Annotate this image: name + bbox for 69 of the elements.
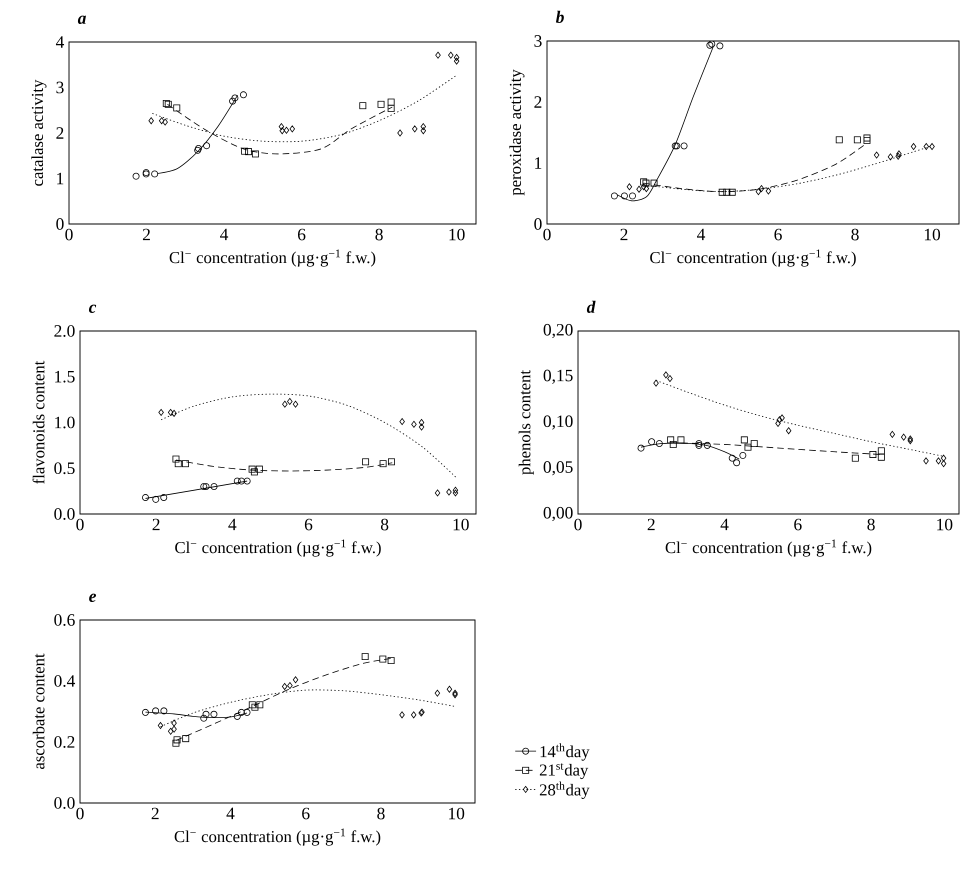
x-tick-label: 4 — [697, 228, 706, 240]
y-tick-label: 0,20 — [544, 324, 573, 338]
x-axis-title: Cl$^{−}$ concentration (µg·g$^{−1}$ f.w.) — [666, 540, 872, 557]
x-tick-label: 8 — [380, 518, 388, 530]
y-tick-label: 2 — [56, 127, 64, 139]
y-tick-label: 1.0 — [55, 416, 75, 428]
x-tick-label: 10 — [449, 808, 464, 820]
x-tick-label: 8 — [867, 518, 875, 530]
x-tick-label: 2 — [152, 518, 160, 530]
y-tick-label: 3 — [56, 82, 64, 94]
y-tick-label: 1.5 — [55, 370, 75, 383]
y-axis-title: phenols content — [518, 370, 534, 475]
y-tick-label: 1 — [57, 172, 64, 184]
x-tick-label: 8 — [851, 228, 859, 240]
x-tick-label: 8 — [375, 228, 383, 240]
y-axis-title: catalase activity — [31, 80, 46, 186]
x-tick-label: 2 — [648, 518, 655, 530]
x-tick-label: 6 — [794, 518, 802, 530]
x-tick-label: 10 — [924, 228, 940, 240]
x-tick-label: 10 — [449, 228, 465, 240]
legend-label: 14$^{th}$day — [540, 743, 590, 761]
x-tick-label: 4 — [226, 808, 235, 820]
y-tick-label: 0 — [534, 218, 542, 230]
x-tick-label: 4 — [720, 518, 729, 530]
y-tick-label: 0.6 — [54, 614, 75, 626]
y-tick-label: 0,10 — [544, 415, 573, 430]
x-tick-label: 0 — [574, 518, 582, 530]
y-tick-label: 0.4 — [54, 675, 76, 687]
x-tick-label: 2 — [620, 228, 628, 240]
y-axis-title: ascorbate content — [32, 653, 44, 769]
y-tick-label: 0,15 — [544, 370, 573, 384]
x-tick-label: 2 — [152, 808, 159, 820]
y-tick-label: 2 — [534, 96, 542, 108]
x-axis-title: Cl$^{−}$ concentration (µg·g$^{−1}$ f.w.) — [174, 828, 380, 846]
x-tick-label: 4 — [228, 518, 236, 530]
legend-label: 21$^{st}$day — [540, 763, 588, 780]
y-tick-label: 1 — [535, 157, 542, 169]
y-tick-label: 4 — [56, 36, 64, 48]
chart-title: b — [556, 10, 564, 23]
x-tick-label: 2 — [142, 228, 150, 240]
x-axis-title: Cl$^{−}$ concentration (µg·g$^{−1}$ f.w.) — [650, 250, 856, 267]
chart-title: d — [586, 300, 596, 313]
x-tick-label: 6 — [304, 518, 312, 530]
y-axis-title: flavonoids content — [32, 360, 44, 484]
y-tick-label: 2.0 — [54, 325, 75, 337]
x-tick-label: 0 — [76, 808, 84, 820]
y-tick-label: 3 — [534, 35, 542, 47]
x-tick-label: 8 — [377, 808, 385, 820]
y-tick-label: 0.0 — [54, 508, 75, 520]
x-tick-label: 0 — [76, 518, 84, 530]
y-axis-title: peroxidase activity — [509, 69, 524, 196]
legend-label: 28$^{th}$day — [540, 781, 590, 799]
x-tick-label: 6 — [298, 228, 306, 240]
y-tick-label: 0 — [56, 218, 64, 230]
x-axis-title: Cl$^{−}$ concentration (µg·g$^{−1}$ f.w.) — [170, 250, 376, 267]
y-tick-label: 0.0 — [54, 797, 75, 809]
x-tick-label: 6 — [302, 808, 310, 820]
x-tick-label: 10 — [454, 518, 469, 530]
y-tick-label: 0,05 — [544, 461, 573, 476]
x-tick-label: 10 — [937, 518, 952, 530]
chart-title: a — [78, 16, 86, 24]
y-tick-label: 0.2 — [54, 736, 74, 748]
x-tick-label: 4 — [220, 228, 228, 240]
chart-title: c — [88, 304, 96, 313]
x-axis-title: Cl$^{−}$ concentration (µg·g$^{−1}$ f.w.) — [175, 540, 381, 557]
x-tick-label: 6 — [774, 228, 782, 240]
y-tick-label: 0.5 — [54, 462, 75, 474]
chart-title: e — [89, 594, 96, 602]
y-tick-label: 0,00 — [544, 506, 573, 522]
